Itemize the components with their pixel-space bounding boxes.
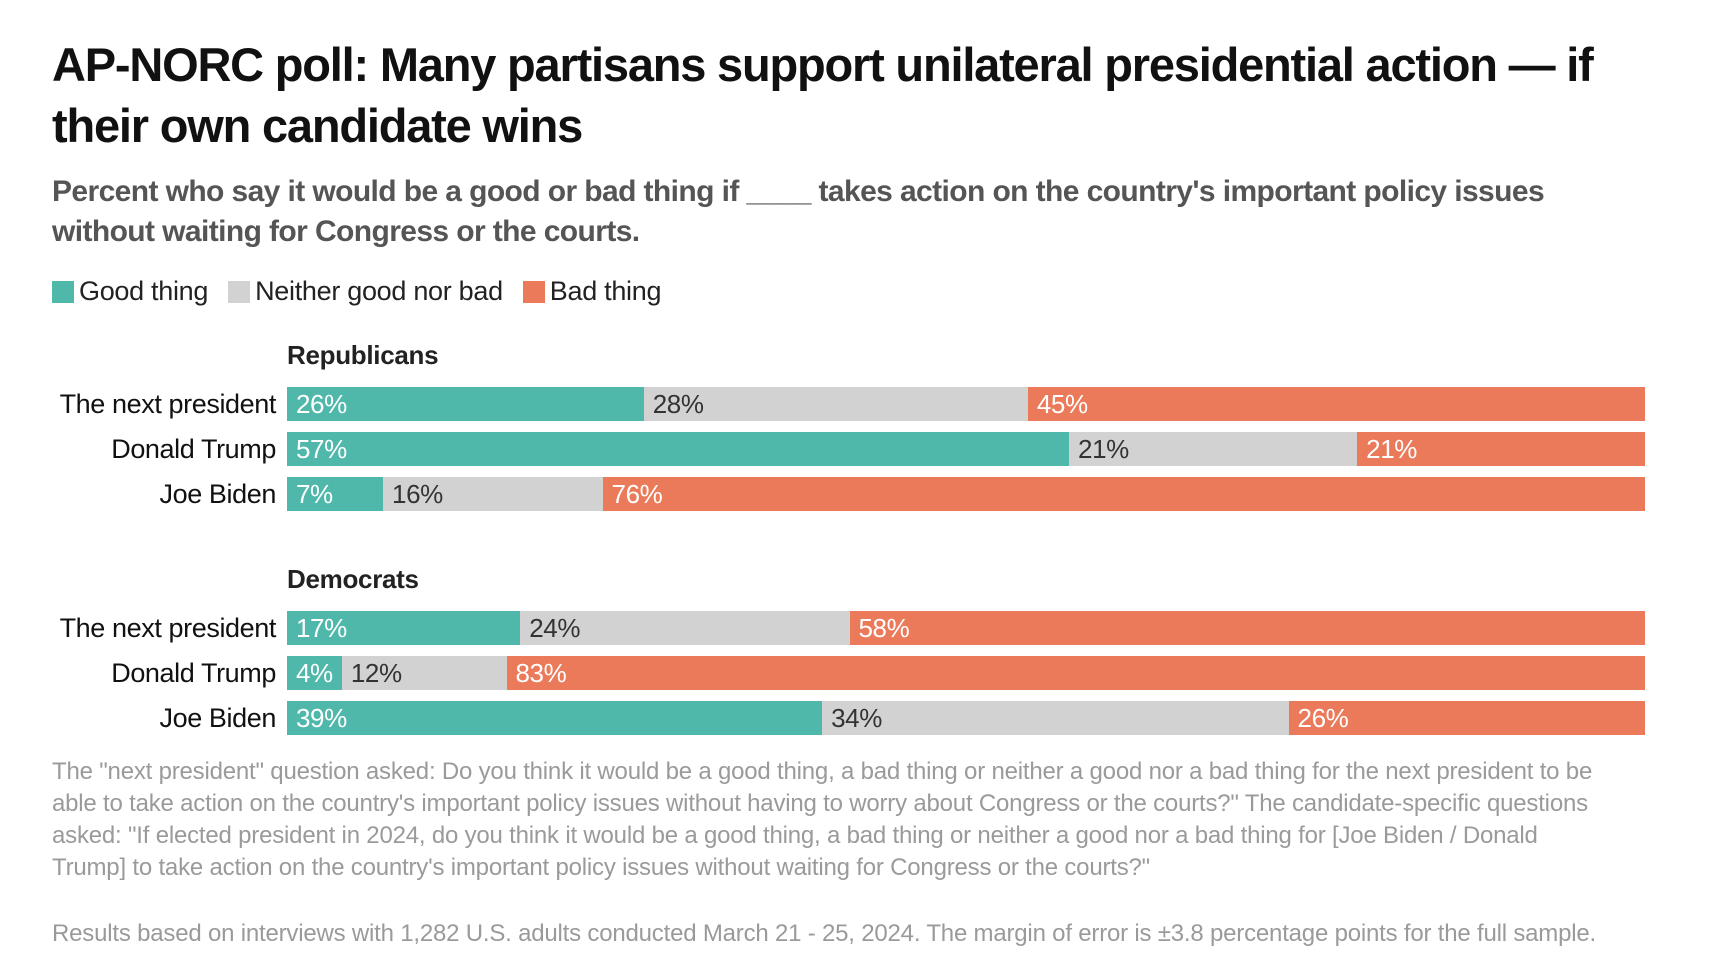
data-label: 58% — [858, 613, 910, 643]
bar-segment-neither: 21% — [1069, 432, 1358, 466]
bar-segment-good: 26% — [287, 387, 644, 421]
data-label: 76% — [611, 479, 663, 509]
bar-segment-bad: 83% — [506, 656, 1646, 690]
bar-row: Donald Trump 57% 21% 21% — [0, 432, 1714, 466]
stacked-bar: 39% 34% 26% — [287, 701, 1646, 735]
data-label: 12% — [350, 658, 402, 688]
stacked-bar: 4% 12% 83% — [287, 656, 1646, 690]
question-note: The "next president" question asked: Do … — [52, 758, 1593, 881]
legend-item-bad: Bad thing — [522, 276, 662, 307]
stacked-bar: 26% 28% 45% — [287, 387, 1646, 421]
bar-row: The next president 17% 24% 58% — [0, 611, 1714, 645]
legend-swatch-good — [52, 280, 74, 303]
legend-item-neither: Neither good nor bad — [228, 276, 503, 307]
row-label: Donald Trump — [111, 434, 276, 464]
legend-label-bad: Bad thing — [549, 276, 662, 306]
row-label: Donald Trump — [111, 658, 276, 688]
stacked-bar: 57% 21% 21% — [287, 432, 1646, 466]
bar-segment-good: 39% — [287, 701, 823, 735]
legend-label-good: Good thing — [79, 276, 209, 306]
bar-segment-good: 57% — [287, 432, 1070, 466]
methodology-note: Results based on interviews with 1,282 U… — [52, 920, 1596, 947]
legend-label-neither: Neither good nor bad — [255, 276, 503, 306]
row-label: Joe Biden — [159, 703, 277, 733]
data-label: 17% — [296, 613, 347, 643]
bar-segment-neither: 12% — [341, 656, 507, 690]
bar-segment-bad: 58% — [849, 611, 1646, 645]
bar-segment-good: 17% — [287, 611, 521, 645]
bar-row: The next president 26% 28% 45% — [0, 387, 1714, 421]
data-label: 34% — [831, 703, 882, 733]
stacked-bar: 7% 16% 76% — [287, 477, 1646, 511]
bar-segment-bad: 76% — [602, 477, 1646, 511]
legend-swatch-neither — [228, 280, 251, 303]
group-title-democrats: Democrats — [287, 564, 419, 594]
bar-segment-neither: 24% — [520, 611, 850, 645]
bar-row: Joe Biden 7% 16% 76% — [0, 477, 1714, 511]
data-label: 45% — [1036, 389, 1088, 419]
group-title-republicans: Republicans — [287, 340, 439, 370]
data-label: 39% — [296, 703, 347, 733]
bar-segment-good: 4% — [287, 656, 342, 690]
data-label: 7% — [296, 479, 333, 509]
bar-segment-neither: 28% — [643, 387, 1028, 421]
bar-segment-bad: 26% — [1288, 701, 1646, 735]
data-label: 83% — [515, 658, 567, 688]
bar-segment-neither: 16% — [383, 477, 603, 511]
legend: Good thing Neither good nor bad Bad thin… — [52, 276, 681, 307]
data-label: 21% — [1078, 434, 1129, 464]
bar-row: Donald Trump 4% 12% 83% — [0, 656, 1714, 690]
data-label: 57% — [296, 434, 347, 464]
data-label: 26% — [296, 389, 347, 419]
data-label: 16% — [392, 479, 443, 509]
row-label: Joe Biden — [159, 479, 277, 509]
bar-segment-good: 7% — [287, 477, 384, 511]
bar-segment-bad: 21% — [1357, 432, 1646, 466]
bar-row: Joe Biden 39% 34% 26% — [0, 701, 1714, 735]
data-label: 21% — [1366, 434, 1417, 464]
legend-item-good: Good thing — [52, 276, 208, 307]
chart-subtitle: Percent who say it would be a good or ba… — [52, 175, 1545, 248]
bar-segment-bad: 45% — [1027, 387, 1646, 421]
data-label: 28% — [652, 389, 704, 419]
row-label: The next president — [59, 613, 277, 643]
chart-title: AP-NORC poll: Many partisans support uni… — [52, 38, 1594, 152]
data-label: 4% — [296, 658, 333, 688]
legend-swatch-bad — [522, 280, 545, 303]
row-label: The next president — [59, 389, 277, 419]
data-label: 24% — [529, 613, 581, 643]
bar-segment-neither: 34% — [822, 701, 1289, 735]
data-label: 26% — [1297, 703, 1349, 733]
stacked-bar: 17% 24% 58% — [287, 611, 1646, 645]
